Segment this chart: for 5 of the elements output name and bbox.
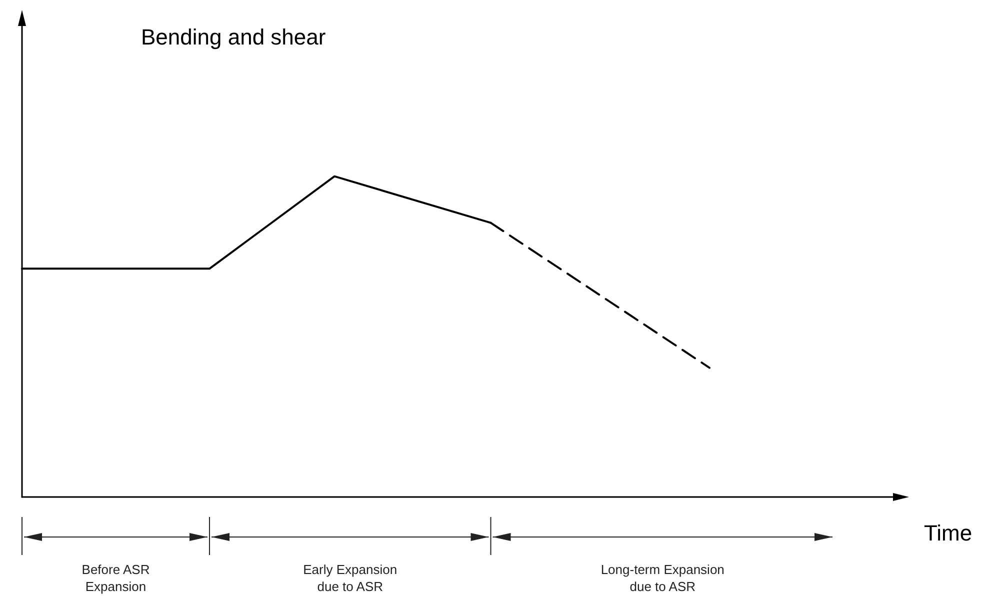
text: Before ASR Expansion: [80, 561, 151, 595]
text: Early Expansion due to ASR: [302, 561, 398, 595]
text: Bending and shear: [141, 24, 326, 50]
text: Long-term Expansion due to ASR: [600, 561, 726, 595]
x-axis-title: Time: [924, 520, 972, 546]
